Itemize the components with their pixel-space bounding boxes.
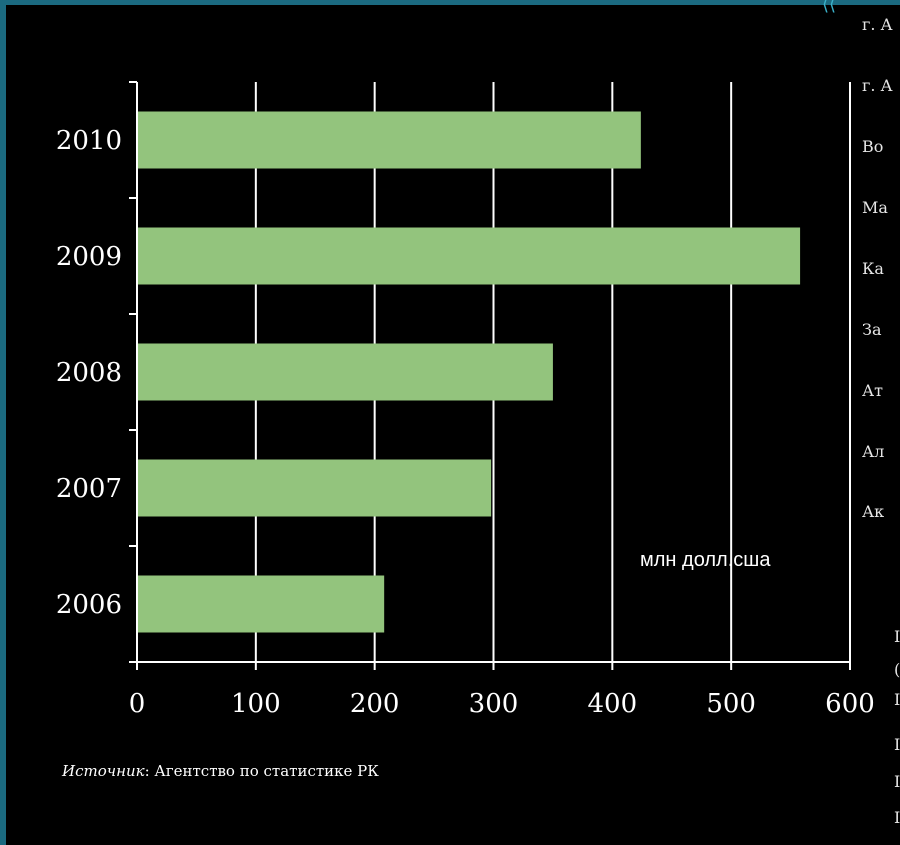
x-tick-label: 200 [350,689,400,719]
side-list-item: Ма [862,198,888,217]
bar-layer [137,111,801,633]
accent-strip-top [0,0,900,5]
side-list-item: Во [862,137,884,156]
bar-chart: 0 100 200 300 400 500 600 2010 2009 2008 2007 2006 [56,81,875,719]
bar [137,111,641,169]
bar [137,575,385,633]
label-layer: 0 100 200 300 400 500 600 2010 2009 2008 2007 2006 [56,126,875,719]
bar [137,459,492,517]
y-tick-label: 2009 [56,242,122,272]
side-list-item: Ат [862,381,883,400]
side-list-item: Ал [862,442,885,461]
x-tick-label: 0 [129,689,146,719]
source-label: Источник [62,762,145,780]
side-list: г. А г. А Во Ма Ка За Ат Ал Ак I ( I I I… [852,0,900,845]
y-tick-label: 2006 [56,590,122,620]
bar [137,343,553,401]
y-tick-label: 2010 [56,126,122,156]
x-tick-label: 500 [706,689,756,719]
y-tick-label: 2007 [56,474,122,504]
corner-decoration: ⟨⟨ [822,0,837,15]
y-tick-label: 2008 [56,358,122,388]
accent-strip-left [0,0,6,845]
side-list-item: За [862,320,882,339]
side-fragment: I [894,627,900,646]
side-fragment: I [894,690,900,709]
x-tick-label: 400 [588,689,638,719]
side-fragment: I [894,808,900,827]
side-fragment: ( [894,660,900,679]
side-fragment: I [894,735,900,754]
x-tick-label: 100 [231,689,281,719]
side-list-item: Ак [862,502,885,521]
side-fragment: I [894,772,900,791]
side-list-item: Ка [862,259,884,278]
x-tick-label: 300 [469,689,519,719]
side-list-item: г. А [862,15,893,34]
source-text: : Агентство по статистике РК [144,762,379,780]
side-list-item: г. А [862,76,893,95]
unit-label: млн долл.сша [640,549,771,571]
axis-layer [129,81,851,670]
x-tick-label: 600 [825,689,875,719]
source-note: Источник: Агентство по статистике РК [62,762,379,780]
bar [137,227,801,285]
